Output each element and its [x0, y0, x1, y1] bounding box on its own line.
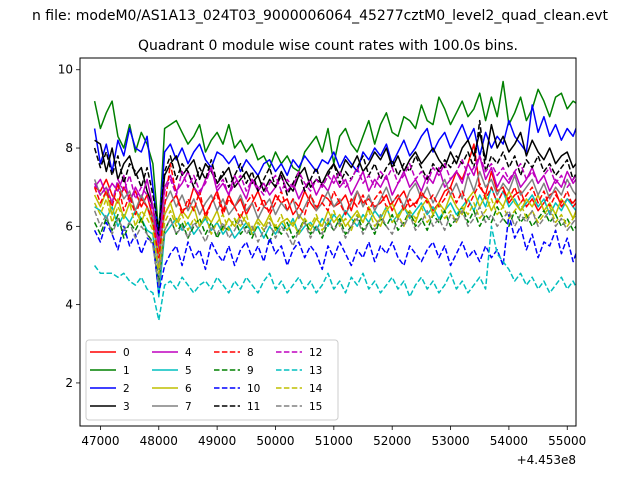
- legend-label-12: 12: [309, 347, 322, 359]
- series-line-7: [93, 170, 576, 271]
- series-line-8: [93, 162, 576, 259]
- x-tick-label: 48000: [140, 434, 178, 448]
- series-line-13: [93, 225, 576, 322]
- x-tick-label: 55000: [548, 434, 586, 448]
- legend-label-15: 15: [309, 401, 322, 413]
- legend-label-9: 9: [247, 365, 254, 377]
- legend-label-8: 8: [247, 347, 254, 359]
- legend-label-4: 4: [185, 347, 192, 359]
- series-line-2: [93, 104, 576, 239]
- x-tick-label: 53000: [431, 434, 469, 448]
- legend-label-13: 13: [309, 365, 322, 377]
- legend-label-2: 2: [123, 383, 130, 395]
- legend-label-10: 10: [247, 383, 260, 395]
- series-line-9: [93, 206, 576, 282]
- series-line-10: [93, 213, 576, 294]
- x-tick-label: 54000: [490, 434, 528, 448]
- x-tick-label: 47000: [81, 434, 119, 448]
- x-tick-label: 51000: [315, 434, 353, 448]
- series-line-3: [94, 123, 576, 243]
- y-tick-label: 10: [58, 63, 73, 77]
- figure-suptitle: n file: modeM0/AS1A13_024T03_9000006064_…: [32, 8, 609, 24]
- legend-label-0: 0: [123, 347, 130, 359]
- x-tick-label: 49000: [198, 434, 236, 448]
- x-axis: 47000 48000 49000 50000 51000 52000 53000 54000…: [81, 426, 586, 448]
- legend-frame: [85, 339, 339, 421]
- series-line-14: [93, 198, 576, 275]
- series-line-15: [93, 206, 576, 286]
- series-line-11: [93, 119, 576, 232]
- legend-label-3: 3: [123, 401, 130, 413]
- legend-label-1: 1: [123, 365, 130, 377]
- series-line-1: [93, 80, 576, 235]
- legend-label-6: 6: [185, 383, 192, 395]
- legend-label-11: 11: [247, 401, 260, 413]
- x-tick-label: 52000: [373, 434, 411, 448]
- x-tick-label: 50000: [256, 434, 294, 448]
- y-tick-label: 8: [65, 141, 73, 155]
- chart-title: Quadrant 0 module wise count rates with …: [138, 38, 518, 54]
- legend-label-14: 14: [309, 383, 323, 395]
- y-tick-label: 4: [65, 298, 73, 312]
- series-layer: [93, 80, 576, 322]
- series-line-12: [93, 155, 576, 243]
- legend-label-7: 7: [185, 401, 192, 413]
- y-tick-label: 2: [65, 376, 73, 390]
- x-axis-offset-label: +4.453e8: [517, 453, 576, 467]
- y-tick-label: 6: [65, 219, 73, 233]
- y-axis: 2 4 6 8 10: [58, 63, 80, 390]
- legend-label-5: 5: [185, 365, 192, 377]
- series-line-4: [93, 155, 576, 251]
- plot-area-frame: [79, 57, 577, 427]
